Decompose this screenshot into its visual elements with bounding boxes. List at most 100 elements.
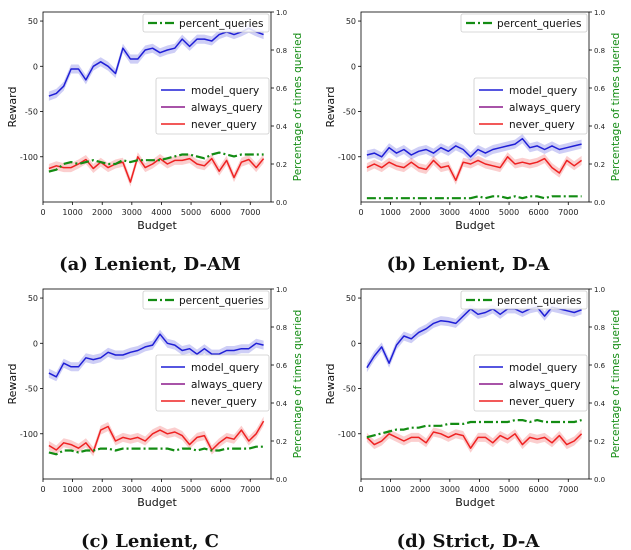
legend-label-always-query: always_query bbox=[509, 102, 581, 114]
y2-tick-label: 0.8 bbox=[276, 324, 287, 332]
series-line-never_query bbox=[366, 431, 583, 449]
panel-caption: (b) Lenient, D-A bbox=[387, 254, 551, 275]
x-tick-label: 3000 bbox=[440, 208, 460, 217]
series-line-model_query bbox=[366, 137, 582, 158]
y2-tick-label: 0.6 bbox=[594, 85, 606, 93]
panel-caption: (c) Lenient, C bbox=[81, 531, 219, 550]
y-axis-label: Reward bbox=[324, 364, 337, 405]
y2-axis-label: Percentage of times queried bbox=[292, 33, 304, 182]
y2-axis-label: Percentage of times queried bbox=[292, 310, 304, 459]
x-tick-label: 0 bbox=[40, 485, 45, 494]
x-tick-label: 6000 bbox=[528, 485, 548, 494]
x-tick-label: 3000 bbox=[122, 485, 142, 494]
chart-panel-3: 0 1000 2000 3000 4000 5000 6000 7000 -100 -50 0 50 0… bbox=[6, 286, 304, 550]
series-line-never_query bbox=[366, 156, 583, 182]
legend-label-percent-queries: percent_queries bbox=[179, 18, 263, 30]
legend-main-box bbox=[473, 77, 588, 135]
x-tick-label: 1000 bbox=[380, 485, 400, 494]
y2-tick-label: 0.4 bbox=[276, 123, 288, 131]
x-tick-label: 1000 bbox=[62, 208, 82, 217]
x-axis-label: Budget bbox=[455, 496, 495, 509]
y-tick-label: -100 bbox=[338, 153, 356, 162]
legend-label-percent-queries: percent_queries bbox=[497, 18, 581, 30]
y-tick-label: 0 bbox=[33, 62, 38, 71]
y2-tick-label: 0.0 bbox=[594, 199, 605, 207]
y-tick-label: -50 bbox=[343, 385, 356, 394]
legend-top: percent_queries bbox=[142, 290, 270, 310]
y-axis-label: Reward bbox=[6, 364, 19, 405]
x-axis-label: Budget bbox=[137, 496, 177, 509]
legend-main-box bbox=[473, 354, 588, 412]
legend-top: percent_queries bbox=[460, 290, 588, 310]
y-tick-label: 50 bbox=[346, 294, 356, 303]
x-tick-label: 0 bbox=[358, 208, 363, 217]
y2-tick-label: 0.6 bbox=[276, 362, 288, 370]
band-model_query bbox=[48, 23, 264, 101]
legend-label-model-query: model_query bbox=[191, 85, 259, 97]
y2-tick-label: 0.4 bbox=[594, 123, 606, 131]
plot-frame bbox=[42, 11, 272, 203]
x-tick-label: 7000 bbox=[240, 208, 260, 217]
x-tick-label: 2000 bbox=[410, 485, 430, 494]
legend-main-box bbox=[155, 354, 270, 412]
data-layer bbox=[366, 134, 583, 200]
legend-label-model-query: model_query bbox=[191, 362, 259, 374]
x-tick-label: 5000 bbox=[499, 485, 519, 494]
legend-label-percent-queries: percent_queries bbox=[497, 295, 581, 307]
y2-tick-label: 0.0 bbox=[594, 476, 605, 484]
legend-label-model-query: model_query bbox=[509, 362, 577, 374]
x-tick-label: 5000 bbox=[181, 208, 201, 217]
x-tick-label: 1000 bbox=[62, 485, 82, 494]
legend-label-model-query: model_query bbox=[509, 85, 577, 97]
y2-tick-label: 0.8 bbox=[594, 47, 605, 55]
x-tick-label: 0 bbox=[358, 485, 363, 494]
x-tick-label: 5000 bbox=[499, 208, 519, 217]
series-line-never_query bbox=[48, 156, 265, 183]
y-tick-label: 50 bbox=[346, 17, 356, 26]
y-tick-label: -50 bbox=[343, 108, 356, 117]
legend-top-box bbox=[142, 13, 270, 33]
plot-frame bbox=[360, 11, 590, 203]
legend-label-percent-queries: percent_queries bbox=[179, 295, 263, 307]
y-tick-label: -100 bbox=[20, 430, 38, 439]
legend-label-always-query: always_query bbox=[191, 102, 263, 114]
series-line-never_query bbox=[48, 420, 265, 453]
series-line-percent_queries bbox=[48, 151, 264, 173]
band-never_query bbox=[48, 416, 264, 457]
x-tick-label: 1000 bbox=[380, 208, 400, 217]
series-line-model_query bbox=[48, 333, 264, 378]
band-never_query bbox=[366, 152, 582, 185]
legend-label-never-query: never_query bbox=[191, 396, 257, 408]
chart-panel-4: 0 1000 2000 3000 4000 5000 6000 7000 -100 -50 0 50 0… bbox=[324, 286, 622, 550]
y2-tick-label: 0.4 bbox=[594, 400, 606, 408]
legend-top-box bbox=[460, 13, 588, 33]
series-line-percent_queries bbox=[366, 195, 582, 200]
x-tick-label: 3000 bbox=[122, 208, 142, 217]
y2-tick-label: 1.0 bbox=[276, 9, 287, 17]
series-line-percent_queries bbox=[366, 419, 582, 439]
y-tick-label: -50 bbox=[25, 108, 38, 117]
legend-label-never-query: never_query bbox=[509, 396, 575, 408]
data-layer bbox=[366, 302, 583, 453]
y2-tick-label: 0.6 bbox=[276, 85, 288, 93]
y2-tick-label: 0.6 bbox=[594, 362, 606, 370]
x-tick-label: 2000 bbox=[410, 208, 430, 217]
series-line-percent_queries bbox=[48, 445, 264, 456]
chart-panel-2: 0 1000 2000 3000 4000 5000 6000 7000 -100 -50 0 50 0… bbox=[324, 9, 622, 275]
legend-main: model_query always_query never_query bbox=[473, 77, 588, 135]
legend-label-always-query: always_query bbox=[509, 379, 581, 391]
y2-tick-label: 0.4 bbox=[276, 400, 288, 408]
x-tick-label: 7000 bbox=[240, 485, 260, 494]
y2-tick-label: 0.8 bbox=[276, 47, 287, 55]
x-tick-label: 4000 bbox=[151, 485, 171, 494]
x-axis-label: Budget bbox=[455, 219, 495, 232]
plot-frame bbox=[42, 288, 272, 480]
y2-tick-label: 0.2 bbox=[276, 161, 287, 169]
band-never_query bbox=[48, 152, 264, 187]
x-tick-label: 6000 bbox=[210, 485, 230, 494]
legend-top-box bbox=[460, 290, 588, 310]
y2-axis-label: Percentage of times queried bbox=[610, 33, 622, 182]
y-tick-label: 50 bbox=[28, 294, 38, 303]
y2-tick-label: 0.2 bbox=[276, 438, 287, 446]
